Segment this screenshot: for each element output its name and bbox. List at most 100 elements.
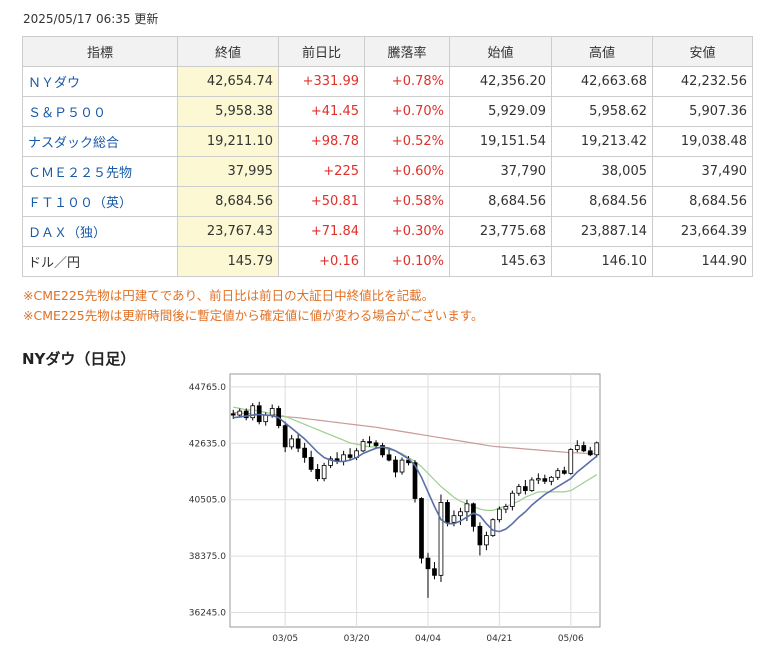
candle-body <box>230 413 236 416</box>
pct-value: +0.78% <box>364 66 450 97</box>
candle-body <box>386 454 392 461</box>
indicator-name[interactable]: ＤＡＸ（独） <box>22 216 178 247</box>
table-row: ＣＭＥ２２５先物 37,995 +225 +0.60% 37,790 38,005 37,4… <box>22 156 753 187</box>
candle-body <box>347 454 353 458</box>
candle-body <box>367 441 372 444</box>
indicator-name[interactable]: ナスダック総合 <box>22 126 178 157</box>
table-row: ＦＴ１００（英） 8,684.56 +50.81 +0.58% 8,684.56 8,68… <box>22 186 753 217</box>
change-value: +331.99 <box>278 66 365 97</box>
open-value: 5,929.09 <box>449 96 552 127</box>
change-value: +0.16 <box>278 246 365 277</box>
open-value: 23,775.68 <box>449 216 552 247</box>
header-low: 安値 <box>652 36 753 67</box>
candle-body <box>373 442 379 446</box>
candle-body <box>302 447 307 458</box>
change-value: +225 <box>278 156 365 187</box>
high-value: 5,958.62 <box>551 96 653 127</box>
notes: ※CME225先物は円建てであり、前日比は前日の大証日中終値比を記載。 ※CME… <box>23 286 484 326</box>
pct-value: +0.60% <box>364 156 450 187</box>
indicator-name: ドル／円 <box>22 246 178 277</box>
indicator-name[interactable]: ＣＭＥ２２５先物 <box>22 156 178 187</box>
candle-body <box>432 568 437 576</box>
high-value: 146.10 <box>551 246 653 277</box>
candle-body <box>250 405 256 419</box>
pct-value: +0.30% <box>364 216 450 247</box>
candle-body <box>490 519 496 537</box>
open-value: 8,684.56 <box>449 186 552 217</box>
indicator-name[interactable]: ＮＹダウ <box>22 66 178 97</box>
table-header-row: 指標 終値 前日比 騰落率 始値 高値 安値 <box>22 36 753 67</box>
y-tick-label: 44765.0 <box>189 383 226 393</box>
close-value: 23,767.43 <box>177 216 279 247</box>
candle-body <box>471 503 476 527</box>
candle-body <box>399 459 405 473</box>
index-table: 指標 終値 前日比 騰落率 始値 高値 安値 ＮＹダウ 42,654.74 +331… <box>22 36 753 277</box>
candle-body <box>464 503 470 513</box>
candle-body <box>425 557 431 570</box>
candle-body <box>269 408 275 416</box>
candle-body <box>289 438 295 448</box>
note-line: ※CME225先物は円建てであり、前日比は前日の大証日中終値比を記載。 <box>23 288 435 303</box>
header-pct: 騰落率 <box>364 36 450 67</box>
close-value: 42,654.74 <box>177 66 279 97</box>
x-tick-label: 03/20 <box>344 634 370 644</box>
x-tick-label: 03/05 <box>272 634 298 644</box>
low-value: 19,038.48 <box>652 126 753 157</box>
y-tick-label: 36245.0 <box>189 609 226 619</box>
indicator-name[interactable]: Ｓ＆Ｐ５００ <box>22 96 178 127</box>
change-value: +98.78 <box>278 126 365 157</box>
candle-body <box>438 502 444 576</box>
candle-body <box>263 414 269 423</box>
low-value: 42,232.56 <box>652 66 753 97</box>
table-row: Ｓ＆Ｐ５００ 5,958.38 +41.45 +0.70% 5,929.09 5,958.… <box>22 96 753 127</box>
ma-short-line <box>233 413 598 533</box>
candle-body <box>412 462 418 499</box>
candle-body <box>458 511 463 517</box>
candle-body <box>548 476 554 482</box>
close-value: 8,684.56 <box>177 186 279 217</box>
change-value: +71.84 <box>278 216 365 247</box>
open-value: 19,151.54 <box>449 126 552 157</box>
pct-value: +0.10% <box>364 246 450 277</box>
candle-body <box>510 492 515 507</box>
high-value: 42,663.68 <box>551 66 653 97</box>
candle-body <box>568 449 574 474</box>
candle-body <box>535 478 541 481</box>
x-tick-label: 05/06 <box>558 634 584 644</box>
candle-body <box>574 445 580 450</box>
candle-body <box>393 459 398 473</box>
pct-value: +0.58% <box>364 186 450 217</box>
low-value: 8,684.56 <box>652 186 753 217</box>
candle-body <box>497 508 502 521</box>
candle-body <box>484 535 489 546</box>
candle-body <box>587 450 593 456</box>
candle-body <box>360 441 366 452</box>
high-value: 23,887.14 <box>551 216 653 247</box>
x-tick-label: 04/21 <box>486 634 512 644</box>
ny-dow-daily-chart: 44765.0 42635.0 40505.0 38375.0 36245.0 03/05… <box>189 373 601 644</box>
note-line: ※CME225先物は更新時間後に暫定値から確定値に値が変わる場合がございます。 <box>23 308 484 323</box>
high-value: 19,213.42 <box>551 126 653 157</box>
y-tick-label: 40505.0 <box>189 496 226 506</box>
header-open: 始値 <box>449 36 552 67</box>
header-indicator: 指標 <box>22 36 178 67</box>
ma-long-line <box>233 411 597 455</box>
table-row: ＤＡＸ（独） 23,767.43 +71.84 +0.30% 23,775.68 23,8… <box>22 216 753 247</box>
header-high: 高値 <box>551 36 653 67</box>
high-value: 38,005 <box>551 156 653 187</box>
candle-body <box>581 445 587 452</box>
candle-body <box>282 425 288 448</box>
table-row: ＮＹダウ 42,654.74 +331.99 +0.78% 42,356.20 42,66… <box>22 66 753 97</box>
close-value: 37,995 <box>177 156 279 187</box>
candle-body <box>445 502 450 523</box>
candle-body <box>542 478 548 482</box>
candle-body <box>561 470 567 474</box>
indicator-name[interactable]: ＦＴ１００（英） <box>22 186 178 217</box>
close-value: 145.79 <box>177 246 279 277</box>
update-timestamp: 2025/05/17 06:35 更新 <box>23 12 159 26</box>
low-value: 23,664.39 <box>652 216 753 247</box>
pct-value: +0.52% <box>364 126 450 157</box>
candle-body <box>419 498 424 559</box>
candle-body <box>315 468 320 480</box>
chart-title: NYダウ（日足） <box>22 350 136 368</box>
